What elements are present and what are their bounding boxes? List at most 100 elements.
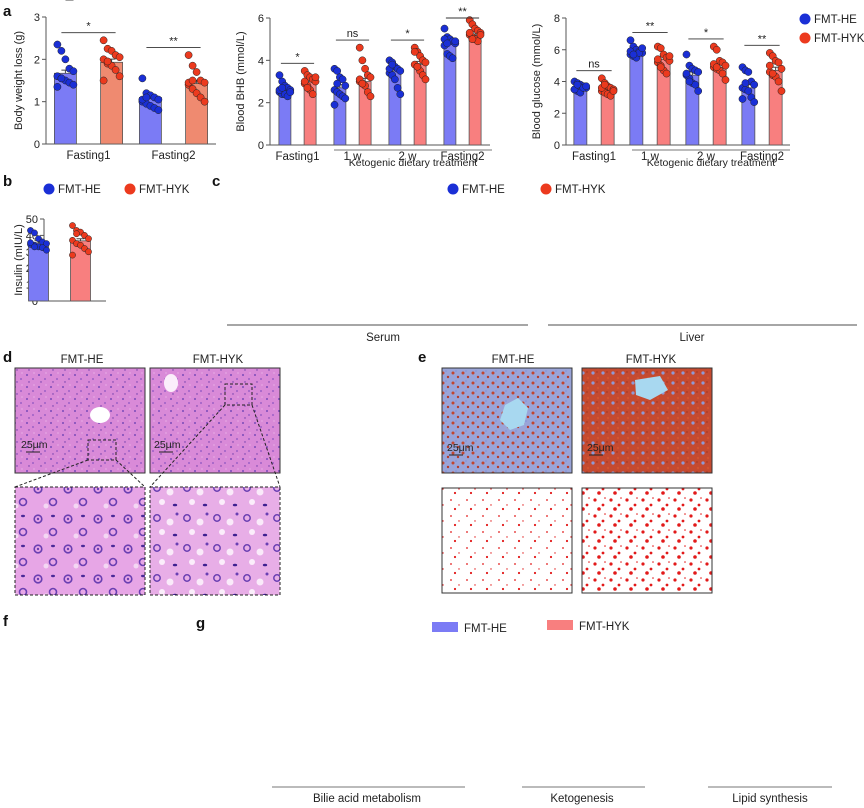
panel-label-d: d <box>3 349 12 366</box>
data-point-he <box>341 81 350 90</box>
data-point-hyk <box>200 97 209 106</box>
legend-label-he: FMT-HE <box>58 184 101 196</box>
data-point-he <box>685 77 694 86</box>
data-point-hyk <box>774 77 783 86</box>
data-point-hyk <box>712 63 721 72</box>
data-point-he <box>43 246 50 254</box>
data-point-hyk <box>85 235 92 243</box>
data-point-hyk <box>303 84 312 92</box>
y-axis-label: Body weight loss (g) <box>13 31 25 130</box>
data-point-he <box>691 80 700 89</box>
data-point-he <box>27 239 34 247</box>
significance-label: ns <box>347 28 359 40</box>
he-image-group: FMT-HE FMT-HYK 25μm 25μm <box>14 354 281 596</box>
data-point-he <box>275 71 284 80</box>
data-point-he <box>286 88 295 96</box>
data-point-he <box>744 68 753 76</box>
data-point-he <box>69 67 78 76</box>
chart-a2: 0 2 4 6 Blood BHB (mmol/L) Fasting1 * 1 w ns 2 w *… <box>235 6 490 163</box>
data-point-hyk <box>609 87 618 95</box>
data-point-hyk <box>69 222 76 229</box>
data-point-hyk <box>184 51 193 59</box>
legend-label-he: FMT-HE <box>462 184 505 196</box>
bar-hyk <box>468 34 482 146</box>
y-tick-label: 6 <box>554 45 560 57</box>
y-axis-label: Blood BHB (mmol/L) <box>235 31 247 131</box>
data-point-hyk <box>355 43 364 52</box>
he-inset-box <box>224 383 253 406</box>
data-point-hyk <box>366 73 375 82</box>
x-tick-label: Fasting1 <box>66 150 110 162</box>
data-point-hyk <box>361 64 369 73</box>
data-point-he <box>43 240 50 247</box>
panel-label-b: b <box>3 173 12 190</box>
data-point-hyk <box>718 69 727 78</box>
y-tick-label: 6 <box>258 13 264 25</box>
legend-swatch-he <box>799 13 811 25</box>
scale-bar-label: 25μm <box>154 439 181 451</box>
data-point-he <box>738 95 747 103</box>
significance-label: * <box>86 21 91 33</box>
data-point-he <box>750 80 759 89</box>
data-point-hyk <box>69 251 76 259</box>
chart-a1: 0 1 2 3 Body weight loss (g) Fasting1 * Fasting… <box>13 12 216 162</box>
data-point-he <box>57 47 66 55</box>
y-tick-label: 2 <box>258 98 264 110</box>
chart-b1: 01020304050Insulin (mIU/L) <box>13 0 106 308</box>
legend-swatch-hyk <box>547 620 573 630</box>
panel-label-e: e <box>418 349 426 366</box>
data-point-hyk <box>656 63 665 72</box>
data-point-hyk <box>476 31 485 39</box>
data-point-hyk <box>421 58 430 67</box>
data-point-he <box>154 95 163 104</box>
data-point-hyk <box>188 61 197 70</box>
he-vessel <box>164 374 178 392</box>
data-point-hyk <box>421 75 430 84</box>
significance-label: * <box>704 27 709 39</box>
data-point-hyk <box>73 230 80 238</box>
data-point-he <box>61 55 70 64</box>
he-inset-box <box>87 439 117 461</box>
x-tick-label: 1 w <box>641 151 660 163</box>
legend-swatch-he <box>43 183 55 195</box>
significance-label: * <box>295 51 300 63</box>
data-point-hyk <box>192 68 201 76</box>
charts: 0 1 2 3 Body weight loss (g) Fasting1 * Fasting… <box>13 0 790 308</box>
scale-bar-label: 25μm <box>447 442 474 454</box>
data-point-hyk <box>358 79 367 88</box>
or-title-he: FMT-HE <box>492 354 535 366</box>
data-point-he <box>396 67 405 75</box>
data-point-he <box>142 93 151 102</box>
legend-label-hyk: FMT-HYK <box>579 621 630 633</box>
data-point-hyk <box>99 36 108 45</box>
data-point-he <box>53 40 62 49</box>
legend-swatch-hyk <box>799 32 811 44</box>
data-point-hyk <box>777 64 786 73</box>
significance-label: ** <box>758 33 767 45</box>
legend-g: FMT-HE FMT-HYK <box>432 620 630 635</box>
data-point-he <box>573 80 582 89</box>
data-point-hyk <box>665 52 674 60</box>
y-tick-label: 4 <box>554 77 560 89</box>
data-point-hyk <box>311 73 320 82</box>
panel-label-g: g <box>196 615 205 632</box>
data-point-he <box>629 50 638 59</box>
data-point-he <box>333 79 342 88</box>
data-point-hyk <box>308 90 317 99</box>
significance-label: ns <box>588 59 600 71</box>
legend-label-he: FMT-HE <box>464 623 507 635</box>
data-point-hyk <box>600 80 609 89</box>
data-point-hyk <box>103 57 112 66</box>
data-point-he <box>638 44 647 53</box>
legend-swatch-he <box>447 183 459 195</box>
data-point-hyk <box>115 72 124 81</box>
data-point-he <box>31 243 38 251</box>
lipid-map-fmt-hyk <box>581 487 713 594</box>
liver-label: Liver <box>680 332 705 344</box>
data-point-hyk <box>712 45 721 54</box>
lipid-label: Lipid synthesis <box>732 793 808 805</box>
data-point-hyk <box>188 76 197 85</box>
data-point-he <box>278 84 287 92</box>
significance-label: ** <box>169 35 178 47</box>
x-tick-label: Fasting2 <box>440 151 484 163</box>
